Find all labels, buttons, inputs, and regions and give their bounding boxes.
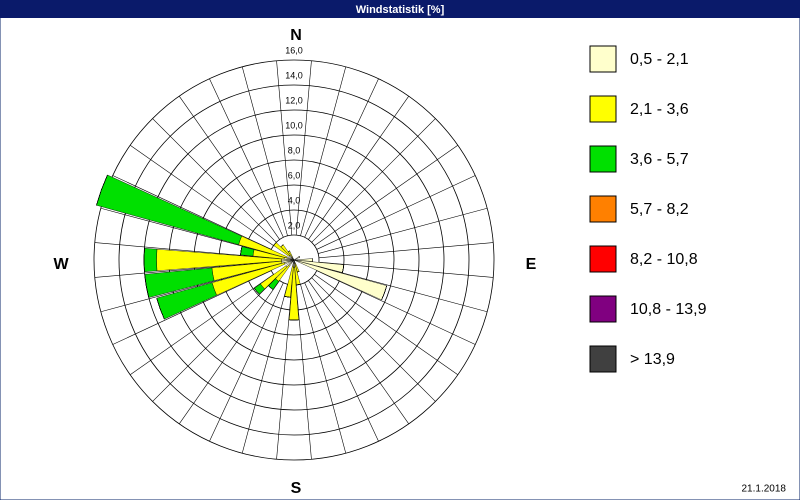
wind-segment [284, 296, 291, 298]
spoke [314, 145, 459, 246]
spoke [100, 266, 270, 313]
spoke [304, 78, 379, 238]
wind-segment [381, 285, 387, 300]
wind-segment [144, 274, 149, 298]
tick-label: 12,0 [285, 95, 303, 105]
direction-label: N [290, 27, 302, 44]
spoke [318, 261, 494, 278]
spoke [179, 95, 280, 240]
spoke [308, 95, 409, 240]
legend-swatch [589, 245, 617, 273]
legend-label: 5,7 - 8,2 [630, 201, 689, 218]
spoke [316, 270, 476, 345]
spoke [152, 118, 277, 243]
ring [118, 84, 470, 436]
spoke [94, 242, 270, 259]
wind-segment [143, 248, 158, 272]
spoke [241, 284, 288, 454]
legend-swatch [589, 295, 617, 323]
tick-label: 16,0 [285, 45, 303, 55]
legend-swatch [589, 95, 617, 123]
spoke [209, 78, 284, 238]
legend-label: 10,8 - 13,9 [630, 301, 707, 318]
spoke [129, 274, 274, 375]
legend-label: > 13,9 [630, 351, 675, 368]
spoke [94, 261, 270, 278]
spoke [314, 274, 459, 375]
direction-label: W [53, 256, 69, 273]
spoke [318, 207, 488, 254]
spoke [318, 242, 494, 259]
direction-label: S [291, 480, 302, 497]
tick-label: 2,0 [288, 220, 301, 230]
spoke [308, 280, 409, 425]
spoke [300, 284, 347, 454]
legend-label: 0,5 - 2,1 [630, 51, 689, 68]
legend-label: 2,1 - 3,6 [630, 101, 689, 118]
legend-swatch [589, 195, 617, 223]
spoke [295, 284, 312, 460]
legend-swatch [589, 145, 617, 173]
spoke [241, 66, 288, 236]
ring [93, 59, 495, 461]
spoke [129, 145, 274, 246]
spoke [300, 66, 347, 236]
legend-label: 8,2 - 10,8 [630, 251, 698, 268]
legend-swatch [589, 45, 617, 73]
title-bar [0, 0, 800, 18]
spoke [100, 207, 270, 254]
tick-label: 14,0 [285, 70, 303, 80]
spoke [311, 118, 436, 243]
direction-label: E [526, 256, 537, 273]
spoke [209, 282, 284, 442]
wind-segment [96, 174, 108, 206]
tick-label: 6,0 [288, 170, 301, 180]
spoke [318, 266, 488, 313]
spoke [112, 270, 272, 345]
date: 21.1.2018 [742, 484, 787, 495]
spoke [276, 60, 293, 236]
legend-swatch [589, 345, 617, 373]
tick-label: 8,0 [288, 145, 301, 155]
spoke [276, 284, 293, 460]
chart-title: Windstatistik [%] [356, 4, 445, 16]
spoke [304, 282, 379, 442]
spoke [311, 277, 436, 402]
legend-label: 3,6 - 5,7 [630, 151, 689, 168]
spoke [295, 60, 312, 236]
tick-label: 4,0 [288, 195, 301, 205]
spoke [112, 175, 272, 250]
spoke [152, 277, 277, 402]
spoke [316, 175, 476, 250]
spoke [179, 280, 280, 425]
tick-label: 10,0 [285, 120, 303, 130]
